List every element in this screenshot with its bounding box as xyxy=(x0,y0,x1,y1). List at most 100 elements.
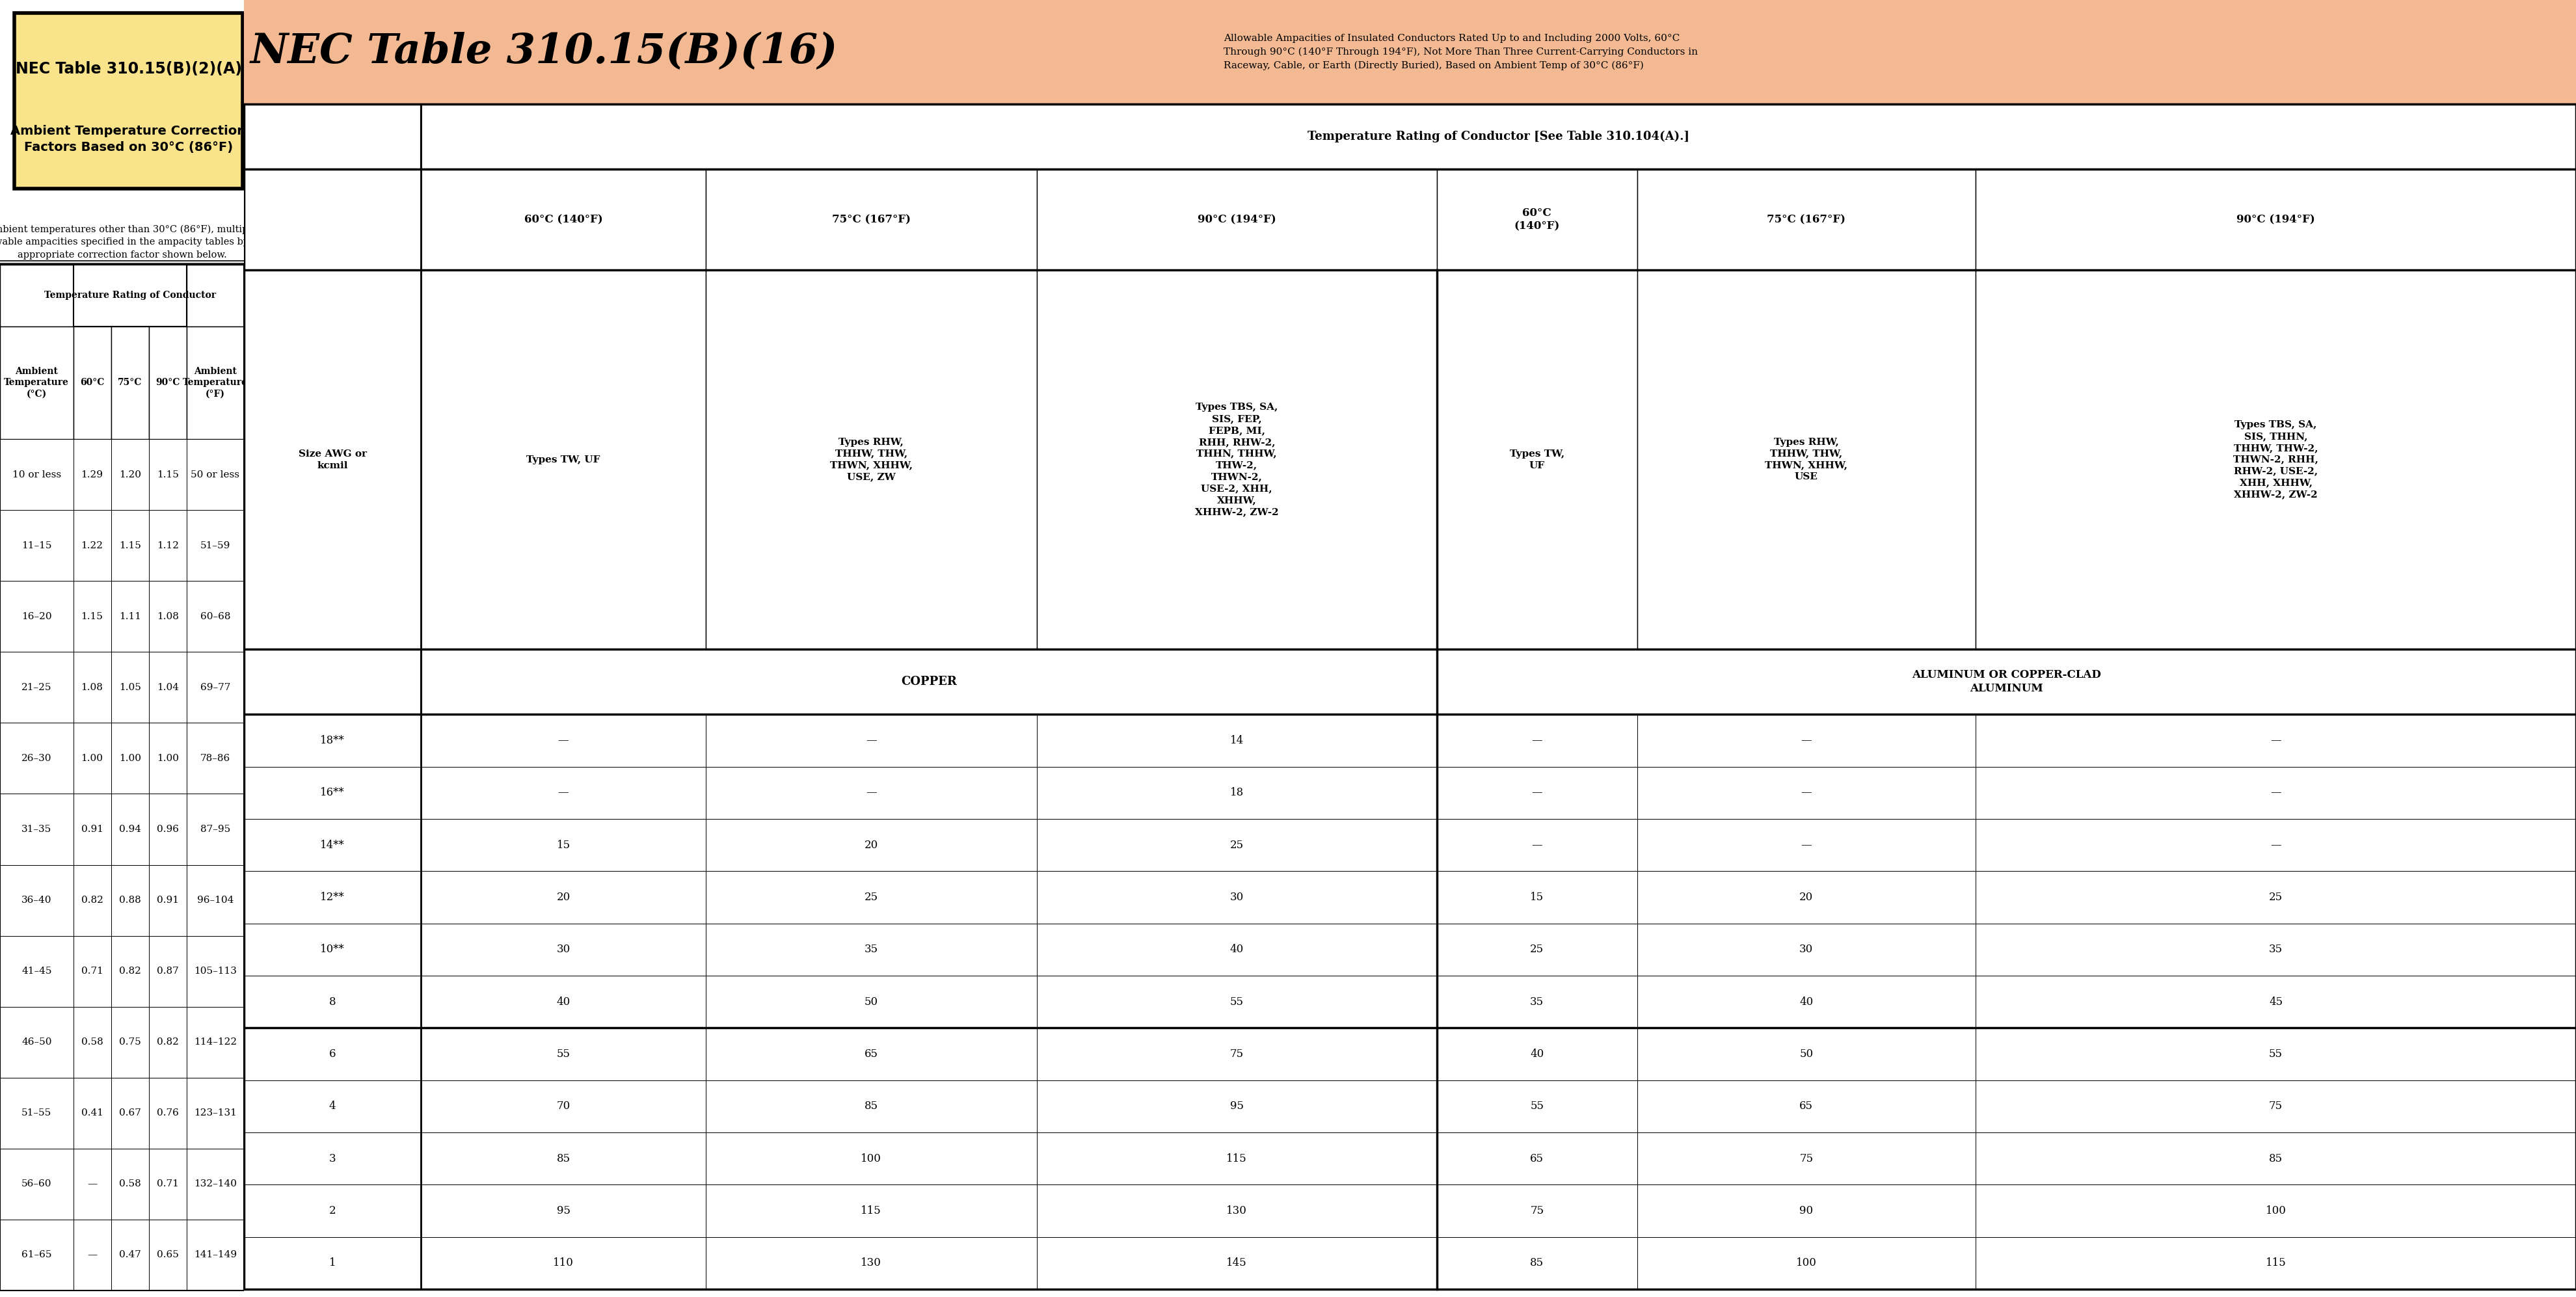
Text: 90°C: 90°C xyxy=(155,379,180,388)
Text: 30: 30 xyxy=(1229,892,1244,903)
Text: 25: 25 xyxy=(2269,892,2282,903)
Bar xyxy=(149,581,185,652)
Bar xyxy=(245,923,420,975)
Text: 40: 40 xyxy=(556,996,569,1008)
Text: Temperature Rating of Conductor: Temperature Rating of Conductor xyxy=(44,291,216,300)
Bar xyxy=(0,440,72,510)
Text: 0.91: 0.91 xyxy=(80,825,103,834)
Bar xyxy=(111,722,149,794)
Text: 55: 55 xyxy=(556,1048,569,1060)
Bar xyxy=(706,767,1036,818)
Text: 36–40: 36–40 xyxy=(21,896,52,905)
Bar xyxy=(1437,650,2576,715)
Bar xyxy=(1636,872,1976,923)
Bar xyxy=(1636,818,1976,872)
Text: 1.00: 1.00 xyxy=(80,754,103,763)
Text: 1.29: 1.29 xyxy=(80,470,103,479)
Text: 30: 30 xyxy=(1801,944,1814,955)
Text: —: — xyxy=(866,787,876,799)
Text: 100: 100 xyxy=(2264,1205,2287,1217)
Text: 20: 20 xyxy=(556,892,569,903)
Text: 1.04: 1.04 xyxy=(157,684,178,693)
Text: Ambient
Temperature
(°C): Ambient Temperature (°C) xyxy=(5,367,70,398)
Bar xyxy=(245,270,420,650)
Text: 25: 25 xyxy=(1530,944,1543,955)
Bar xyxy=(1976,1132,2576,1184)
Bar xyxy=(420,1029,706,1080)
Text: 50: 50 xyxy=(866,996,878,1008)
Bar xyxy=(149,440,185,510)
Bar xyxy=(149,722,185,794)
Bar xyxy=(149,1149,185,1219)
Text: Allowable Ampacities of Insulated Conductors Rated Up to and Including 2000 Volt: Allowable Ampacities of Insulated Conduc… xyxy=(1224,34,1698,70)
Bar xyxy=(1036,270,1437,650)
Text: ALUMINUM OR COPPER-CLAD
ALUMINUM: ALUMINUM OR COPPER-CLAD ALUMINUM xyxy=(1911,669,2102,694)
Bar xyxy=(1437,1029,1636,1080)
Bar xyxy=(0,265,245,1291)
Bar xyxy=(1636,975,1976,1029)
Bar xyxy=(72,581,111,652)
Bar xyxy=(149,652,185,722)
Text: 1.22: 1.22 xyxy=(80,541,103,550)
Text: 1.11: 1.11 xyxy=(118,612,142,621)
Bar xyxy=(1437,715,1636,767)
Bar xyxy=(706,1184,1036,1237)
Text: 85: 85 xyxy=(1530,1258,1543,1268)
Bar xyxy=(0,865,72,935)
Bar xyxy=(245,715,420,767)
Bar xyxy=(1036,1237,1437,1289)
Bar xyxy=(111,1006,149,1078)
Bar xyxy=(420,872,706,923)
Bar xyxy=(0,1219,72,1291)
Bar xyxy=(1636,923,1976,975)
Bar xyxy=(1437,818,1636,872)
Bar xyxy=(706,923,1036,975)
Text: 51–55: 51–55 xyxy=(21,1109,52,1118)
Bar xyxy=(0,581,72,652)
Bar xyxy=(72,265,185,327)
Bar xyxy=(0,327,72,440)
Bar xyxy=(245,1132,420,1184)
Bar xyxy=(1437,270,1636,650)
Bar xyxy=(1636,715,1976,767)
Bar xyxy=(1976,818,2576,872)
Bar xyxy=(1036,923,1437,975)
Bar xyxy=(1437,872,1636,923)
Bar xyxy=(111,1078,149,1149)
Bar xyxy=(1636,169,1976,270)
Text: 132–140: 132–140 xyxy=(193,1179,237,1188)
Bar xyxy=(1036,1132,1437,1184)
Text: 96–104: 96–104 xyxy=(196,896,234,905)
Bar xyxy=(1437,1132,1636,1184)
Bar xyxy=(420,715,706,767)
Bar xyxy=(245,650,420,715)
Bar xyxy=(245,818,420,872)
Text: 1.08: 1.08 xyxy=(157,612,178,621)
Text: 21–25: 21–25 xyxy=(21,684,52,693)
Text: 0.76: 0.76 xyxy=(157,1109,178,1118)
Text: 41–45: 41–45 xyxy=(21,966,52,975)
Bar xyxy=(1976,1184,2576,1237)
Bar xyxy=(1437,1080,1636,1132)
Text: —: — xyxy=(1533,735,1543,746)
Text: —: — xyxy=(559,735,569,746)
Text: Size AWG or
kcmil: Size AWG or kcmil xyxy=(299,449,366,470)
Text: Types RHW,
THHW, THW,
THWN, XHHW,
USE: Types RHW, THHW, THW, THWN, XHHW, USE xyxy=(1765,437,1847,481)
Bar xyxy=(420,1184,706,1237)
Text: 14: 14 xyxy=(1229,735,1244,746)
Bar xyxy=(72,1006,111,1078)
Bar xyxy=(149,1078,185,1149)
Text: COPPER: COPPER xyxy=(902,676,956,687)
Text: 30: 30 xyxy=(556,944,569,955)
Text: —: — xyxy=(88,1250,98,1259)
Bar xyxy=(15,13,242,188)
Text: —: — xyxy=(2269,787,2282,799)
Bar xyxy=(72,722,111,794)
Bar xyxy=(185,935,245,1006)
Bar xyxy=(111,865,149,935)
Bar xyxy=(1636,1184,1976,1237)
Bar xyxy=(185,865,245,935)
Bar xyxy=(149,1219,185,1291)
Bar xyxy=(149,865,185,935)
Bar xyxy=(1036,715,1437,767)
